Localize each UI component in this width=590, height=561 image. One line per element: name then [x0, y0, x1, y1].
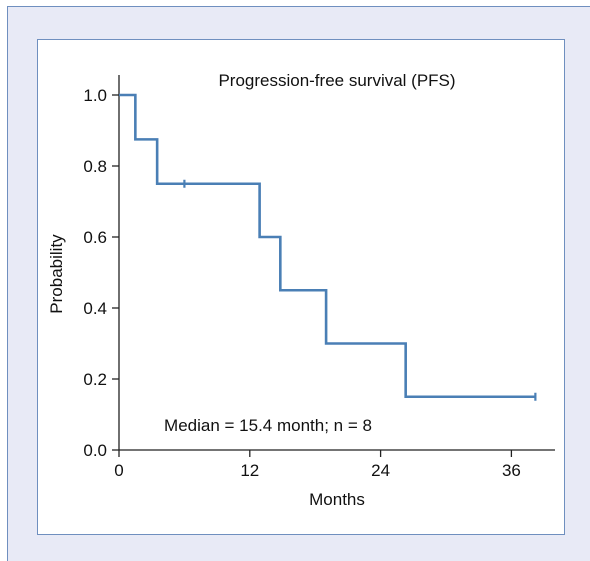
chart-panel	[37, 39, 565, 535]
chart-title: Progression-free survival (PFS)	[218, 71, 455, 90]
x-tick-label: 12	[240, 461, 259, 480]
y-tick-label: 1.0	[83, 86, 107, 105]
y-tick-label: 0.0	[83, 441, 107, 460]
x-tick-label: 24	[371, 461, 390, 480]
x-tick-label: 0	[114, 461, 123, 480]
y-tick-label: 0.2	[83, 370, 107, 389]
axes: 0.0 0.2 0.4 0.6 0.8 1.0 0 12 24 36	[83, 75, 555, 480]
y-tick-label: 0.8	[83, 157, 107, 176]
x-tick-label: 36	[502, 461, 521, 480]
plot-area	[119, 93, 537, 401]
y-axis-label: Probability	[47, 234, 66, 314]
median-annotation: Median = 15.4 month; n = 8	[164, 416, 372, 435]
y-tick-label: 0.4	[83, 299, 107, 318]
x-axis-label: Months	[309, 490, 365, 509]
y-tick-label: 0.6	[83, 228, 107, 247]
survival-step-line	[119, 93, 536, 399]
